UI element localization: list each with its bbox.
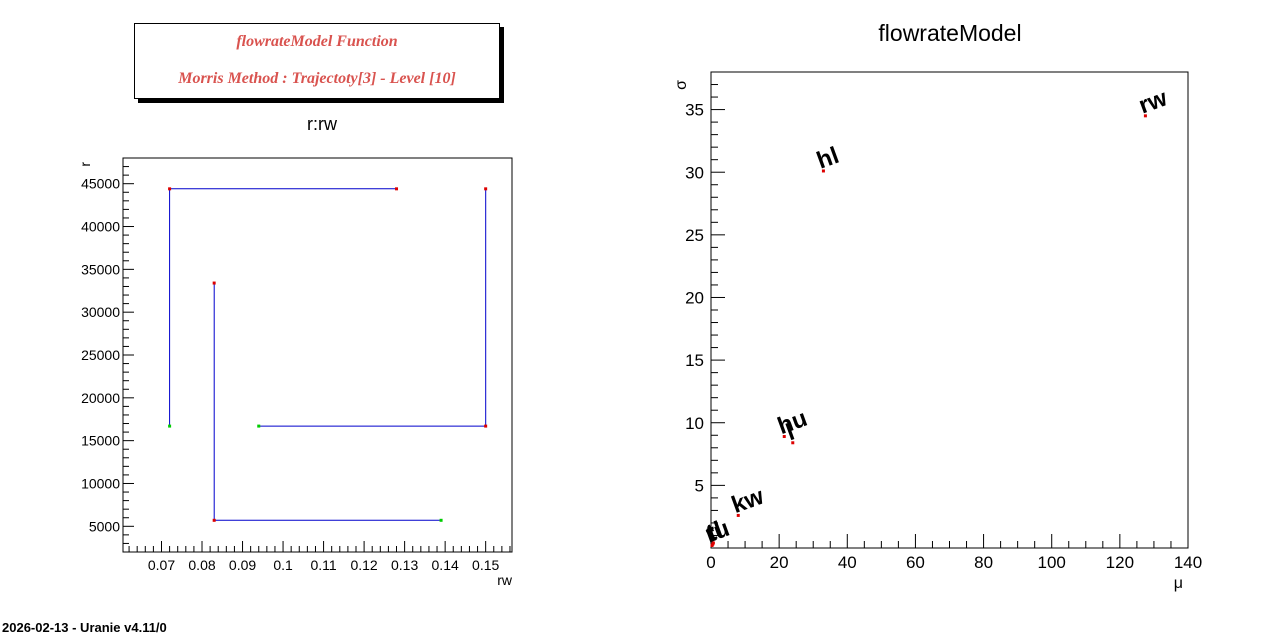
left-y-tick-label: 5000 bbox=[89, 518, 120, 534]
trajectory-2-point bbox=[484, 424, 488, 428]
left-plot-frame bbox=[122, 157, 513, 553]
left-x-tick-label: 0.14 bbox=[432, 557, 459, 573]
right-y-tick-label: 35 bbox=[685, 101, 704, 120]
trajectory-2-line bbox=[258, 188, 487, 427]
trajectory-2-point bbox=[484, 187, 488, 191]
right-y-tick-label: 10 bbox=[685, 414, 704, 433]
info-title-line1: flowrateModel Function bbox=[236, 33, 398, 50]
left-y-tick-label: 10000 bbox=[81, 476, 120, 492]
left-y-tick-label: 20000 bbox=[81, 390, 120, 406]
right-x-tick-label: 60 bbox=[906, 553, 925, 572]
left-x-tick-label: 0.09 bbox=[229, 557, 256, 573]
right-y-tick-label: 25 bbox=[685, 226, 704, 245]
trajectory-3-line bbox=[213, 283, 442, 521]
footer-version: 2026-02-13 - Uranie v4.11/0 bbox=[2, 620, 167, 635]
right-x-tick-label: 140 bbox=[1174, 553, 1202, 572]
left-x-axis-label: rw bbox=[497, 572, 513, 588]
right-y-axis-label: σ bbox=[673, 80, 690, 90]
trajectory-3-point bbox=[212, 281, 216, 285]
right-x-axis-label: μ bbox=[1174, 575, 1183, 592]
trajectory-3-start-point bbox=[439, 518, 443, 522]
left-y-tick-label: 45000 bbox=[81, 176, 120, 192]
left-y-tick-label: 35000 bbox=[81, 261, 120, 277]
right-x-tick-label: 80 bbox=[974, 553, 993, 572]
right-y-tick-label: 15 bbox=[685, 351, 704, 370]
trajectory-1-start-point bbox=[168, 424, 172, 428]
right-plot-frame bbox=[710, 71, 1189, 549]
left-x-tick-label: 0.11 bbox=[310, 557, 336, 573]
info-title-line2: Morris Method : Trajectoty[3] - Level [1… bbox=[178, 70, 456, 87]
info-title-box: flowrateModel Function Morris Method : T… bbox=[134, 23, 500, 99]
point-rw bbox=[1143, 114, 1147, 118]
left-y-axis-label: r bbox=[77, 162, 93, 167]
left-x-tick-label: 0.13 bbox=[391, 557, 418, 573]
trajectory-3-point bbox=[212, 518, 216, 522]
right-x-tick-label: 20 bbox=[770, 553, 789, 572]
left-y-tick-label: 40000 bbox=[81, 219, 120, 235]
left-x-tick-label: 0.12 bbox=[350, 557, 377, 573]
trajectory-1-point bbox=[168, 187, 172, 191]
point-tl bbox=[711, 541, 715, 545]
trajectory-1-line bbox=[169, 188, 397, 427]
left-x-tick-label: 0.08 bbox=[188, 557, 215, 573]
right-x-tick-label: 120 bbox=[1106, 553, 1134, 572]
right-y-tick-label: 5 bbox=[695, 476, 704, 495]
point-label-kw: kw bbox=[728, 483, 768, 519]
left-chart-title: r:rw bbox=[307, 114, 337, 134]
right-x-tick-label: 0 bbox=[706, 553, 715, 572]
point-label-rw: rw bbox=[1135, 84, 1171, 119]
point-label-hl: hl bbox=[813, 142, 842, 175]
point-l bbox=[791, 441, 795, 445]
right-y-tick-label: 30 bbox=[685, 163, 704, 182]
right-x-tick-label: 100 bbox=[1038, 553, 1066, 572]
left-y-tick-label: 30000 bbox=[81, 304, 120, 320]
right-x-tick-label: 40 bbox=[838, 553, 857, 572]
trajectory-2-start-point bbox=[257, 424, 261, 428]
left-y-tick-label: 25000 bbox=[81, 347, 120, 363]
left-x-tick-label: 0.1 bbox=[273, 557, 293, 573]
right-y-tick-label: 20 bbox=[685, 289, 704, 308]
left-x-tick-label: 0.07 bbox=[148, 557, 175, 573]
trajectory-1-point bbox=[395, 187, 399, 191]
point-hu bbox=[782, 435, 786, 439]
left-y-tick-label: 15000 bbox=[81, 433, 120, 449]
right-chart-title: flowrateModel bbox=[878, 20, 1022, 46]
left-x-tick-label: 0.15 bbox=[472, 557, 499, 573]
point-hl bbox=[821, 169, 825, 173]
point-kw bbox=[736, 513, 740, 517]
